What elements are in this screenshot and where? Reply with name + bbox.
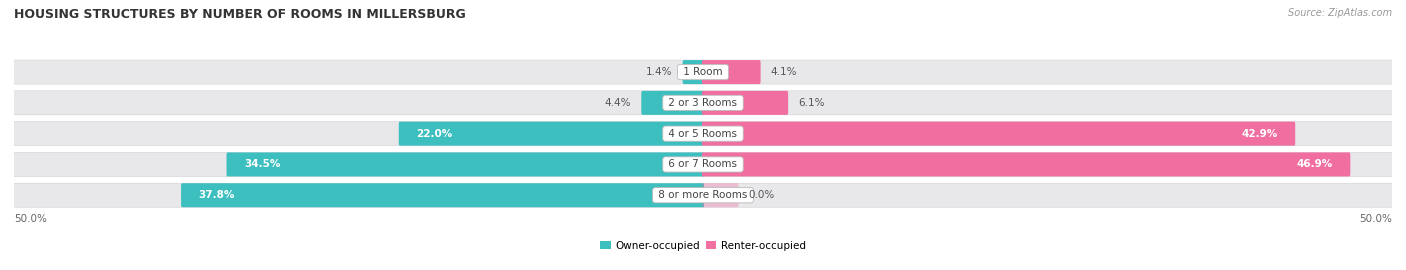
FancyBboxPatch shape — [13, 91, 704, 115]
FancyBboxPatch shape — [13, 122, 704, 146]
FancyBboxPatch shape — [702, 60, 761, 84]
FancyBboxPatch shape — [13, 183, 704, 207]
Text: 34.5%: 34.5% — [245, 160, 281, 170]
Text: 50.0%: 50.0% — [1360, 214, 1392, 224]
Text: 42.9%: 42.9% — [1241, 129, 1278, 139]
FancyBboxPatch shape — [702, 153, 1350, 177]
Text: HOUSING STRUCTURES BY NUMBER OF ROOMS IN MILLERSBURG: HOUSING STRUCTURES BY NUMBER OF ROOMS IN… — [14, 8, 465, 21]
FancyBboxPatch shape — [399, 122, 704, 146]
FancyBboxPatch shape — [702, 183, 1393, 207]
Text: 22.0%: 22.0% — [416, 129, 453, 139]
FancyBboxPatch shape — [702, 122, 1295, 146]
FancyBboxPatch shape — [682, 60, 704, 84]
Text: 46.9%: 46.9% — [1296, 160, 1333, 170]
FancyBboxPatch shape — [702, 153, 1393, 177]
FancyBboxPatch shape — [226, 153, 704, 177]
FancyBboxPatch shape — [641, 91, 704, 115]
FancyBboxPatch shape — [702, 91, 1393, 115]
FancyBboxPatch shape — [702, 122, 1393, 146]
Text: 6 or 7 Rooms: 6 or 7 Rooms — [665, 160, 741, 170]
FancyBboxPatch shape — [13, 60, 704, 84]
Text: 50.0%: 50.0% — [14, 214, 46, 224]
Text: 0.0%: 0.0% — [748, 190, 775, 200]
Text: 8 or more Rooms: 8 or more Rooms — [655, 190, 751, 200]
Text: 2 or 3 Rooms: 2 or 3 Rooms — [665, 98, 741, 108]
FancyBboxPatch shape — [13, 153, 704, 177]
FancyBboxPatch shape — [702, 91, 789, 115]
FancyBboxPatch shape — [702, 60, 1393, 84]
Text: 4 or 5 Rooms: 4 or 5 Rooms — [665, 129, 741, 139]
Text: 37.8%: 37.8% — [198, 190, 235, 200]
Text: 1.4%: 1.4% — [647, 67, 672, 77]
Text: 6.1%: 6.1% — [799, 98, 824, 108]
Text: 4.4%: 4.4% — [605, 98, 631, 108]
Text: 4.1%: 4.1% — [770, 67, 797, 77]
Legend: Owner-occupied, Renter-occupied: Owner-occupied, Renter-occupied — [596, 237, 810, 255]
FancyBboxPatch shape — [702, 183, 738, 207]
Text: Source: ZipAtlas.com: Source: ZipAtlas.com — [1288, 8, 1392, 18]
Text: 1 Room: 1 Room — [681, 67, 725, 77]
FancyBboxPatch shape — [181, 183, 704, 207]
